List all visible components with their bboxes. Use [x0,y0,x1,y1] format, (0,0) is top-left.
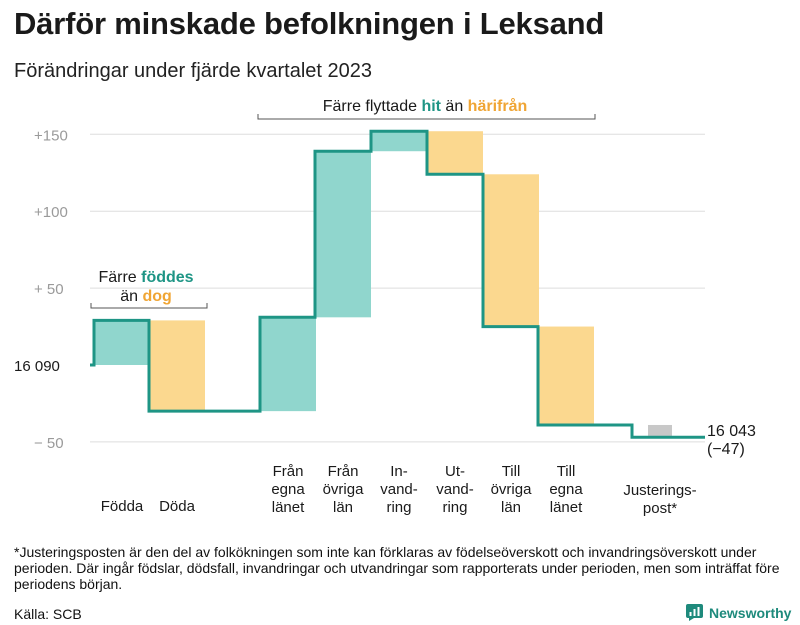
x-category-line: vand- [380,481,418,498]
x-category-line: Från [328,463,359,480]
y-axis-ticks: +150 +100 + 50 − 50 16 090 [14,127,68,452]
x-category-line: Till [557,463,576,480]
x-category-label: Justerings-post* [623,482,696,517]
newsworthy-logo-icon [686,604,703,621]
x-category-label: Till övriga län [491,463,533,516]
x-category-line: vand- [436,481,474,498]
bar [371,131,427,152]
x-category-line: egna [549,481,583,498]
annotation-text: Färre flyttade [323,98,422,115]
x-category-label: Döda [159,498,196,515]
bar [94,320,150,365]
x-category-line: länet [272,499,305,516]
start-value-label: 16 090 [14,358,60,375]
x-category-line: Födda [101,498,144,515]
bar [260,317,316,412]
x-category-line: övriga [491,481,533,498]
annotation-text: Färre [98,269,141,286]
x-category-line: län [333,499,353,516]
annotation-highlight-harifran: härifrån [468,97,528,115]
annotation-highlight-hit: hit [421,98,441,115]
annotation-moves: Färre flyttade hit än härifrån [323,97,528,115]
chart-title: Därför minskade befolkningen i Leksand [14,6,605,41]
end-change-label: (−47) [707,441,745,458]
y-tick-label: + 50 [34,281,64,298]
annotation-highlight-died: dog [142,288,171,305]
bar [149,320,205,412]
x-category-label: Födda [101,498,144,515]
bars [94,131,672,438]
x-category-line: Till [502,463,521,480]
x-category-label: In-vand-ring [380,463,418,516]
annotation-text: än [120,288,142,305]
x-category-line: Justerings- [623,482,696,499]
x-category-line: länet [550,499,583,516]
x-category-line: övriga [323,481,365,498]
cumulative-step-line [90,129,705,439]
x-category-label: Från övriga län [323,463,365,516]
annotation-births-line1: Färre föddes [98,269,193,286]
x-category-line: Döda [159,498,196,515]
annotation-moves-bracket [257,114,596,120]
end-value-label: 16 043 [707,423,756,440]
y-tick-label: +150 [34,127,68,144]
bar [538,326,594,425]
source: Källa: SCB [14,606,82,622]
bar [427,131,483,175]
x-category-line: In- [390,463,408,480]
bar [648,424,672,438]
bar [483,174,539,327]
annotation-text: än [441,98,468,115]
annotation-births-bracket [90,303,208,309]
chart-subtitle: Förändringar under fjärde kvartalet 2023 [14,60,372,82]
x-category-line: ring [442,499,467,516]
annotation-births-line2: än dog [120,288,172,305]
bar [315,151,371,318]
x-category-line: post* [643,500,677,517]
x-category-line: egna [271,481,305,498]
x-category-line: Från [273,463,304,480]
x-category-label: Till egna länet [549,463,583,516]
brand-name: Newsworthy [709,604,792,621]
x-category-label: Från egna länet [271,463,305,516]
annotation-highlight-born: föddes [141,269,194,286]
y-tick-label: +100 [34,204,68,221]
y-tick-label: − 50 [34,435,64,452]
x-category-label: Ut-vand-ring [436,463,474,516]
footnote: *Justeringsposten är den del av folkökni… [14,544,780,592]
brand[interactable]: Newsworthy [686,604,791,621]
value-labels: 16 043(−47) [707,423,756,458]
step-line [90,129,705,439]
x-category-line: län [501,499,521,516]
x-category-line: ring [386,499,411,516]
annotations: Färre föddes än dog Färre flyttade hit än … [90,97,596,309]
x-category-line: Ut- [445,463,465,480]
